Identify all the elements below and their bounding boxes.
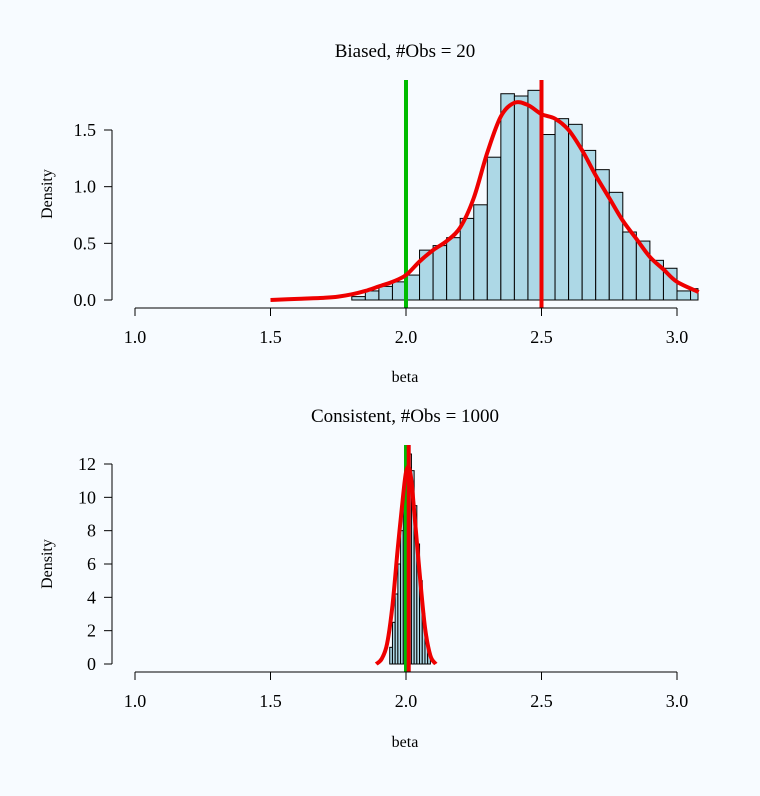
top-bar-20 — [622, 231, 637, 301]
bottom-x-tick-label-0: 1.0 — [124, 691, 147, 711]
top-axes: 1.0 1.5 2.0 2.5 3.0 0.0 0.5 1.0 1.5 — [74, 120, 689, 347]
bottom-x-tick-label-2: 2.0 — [395, 691, 418, 711]
bottom-x-label: beta — [392, 734, 419, 751]
top-density-curve — [270, 100, 700, 302]
bottom-x-tick-label-3: 2.5 — [530, 691, 553, 711]
top-bar-24 — [676, 290, 692, 301]
top-y-tick-label-0: 0.0 — [74, 290, 97, 310]
bottom-title: Consistent, #Obs = 1000 — [311, 406, 499, 427]
top-y-tick-label-1: 0.5 — [74, 233, 97, 253]
top-title: Biased, #Obs = 20 — [335, 41, 476, 62]
bottom-y-label: Density — [39, 539, 56, 589]
top-bar-3 — [391, 281, 407, 301]
bottom-axes: 1.0 1.5 2.0 2.5 3.0 0 2 4 6 8 10 12 — [78, 454, 688, 711]
top-bar-4 — [405, 274, 421, 301]
bottom-y-tick-label-4: 8 — [87, 521, 96, 541]
top-bar-2 — [378, 285, 393, 301]
top-bar-0 — [351, 296, 366, 301]
bottom-y-tick-label-6: 12 — [78, 454, 96, 474]
top-bar-15 — [554, 118, 570, 301]
bottom-y-tick-label-2: 4 — [87, 587, 96, 607]
top-bar-9 — [473, 204, 488, 301]
bottom-y-tick-label-0: 0 — [87, 654, 96, 674]
top-reference-lines — [404, 80, 544, 308]
top-bar-13 — [527, 89, 543, 301]
top-bar-6 — [432, 245, 448, 301]
bottom-y-tick-label-1: 2 — [87, 621, 96, 641]
top-x-tick-label-4: 3.0 — [666, 327, 689, 347]
top-panel: Biased, #Obs = 20 beta Density 1.0 1.5 2.0… — [39, 41, 700, 386]
top-bar-14 — [541, 134, 556, 301]
bottom-panel: Consistent, #Obs = 1000 beta Density 1.0… — [39, 406, 688, 751]
top-bar-10 — [486, 156, 502, 301]
top-x-tick-label-2: 2.0 — [395, 327, 418, 347]
top-y-tick-label-2: 1.0 — [74, 177, 97, 197]
top-x-tick-label-0: 1.0 — [124, 327, 147, 347]
top-x-tick-label-1: 1.5 — [259, 327, 282, 347]
top-y-label: Density — [39, 169, 56, 219]
bottom-y-tick-label-5: 10 — [78, 487, 96, 507]
top-bar-7 — [446, 237, 461, 301]
top-density-curve-group — [270, 100, 700, 302]
bottom-x-tick-label-4: 3.0 — [666, 691, 689, 711]
bottom-y-tick-label-3: 6 — [87, 554, 96, 574]
top-bar-12 — [513, 95, 529, 301]
top-x-tick-label-3: 2.5 — [530, 327, 553, 347]
bottom-x-tick-label-1: 1.5 — [259, 691, 282, 711]
top-bar-8 — [459, 217, 475, 301]
bottom-density-curve — [374, 464, 438, 666]
top-bar-11 — [500, 93, 515, 301]
top-x-label: beta — [392, 369, 419, 386]
top-y-tick-label-3: 1.5 — [74, 120, 97, 140]
bottom-density-curve-group — [374, 464, 438, 666]
